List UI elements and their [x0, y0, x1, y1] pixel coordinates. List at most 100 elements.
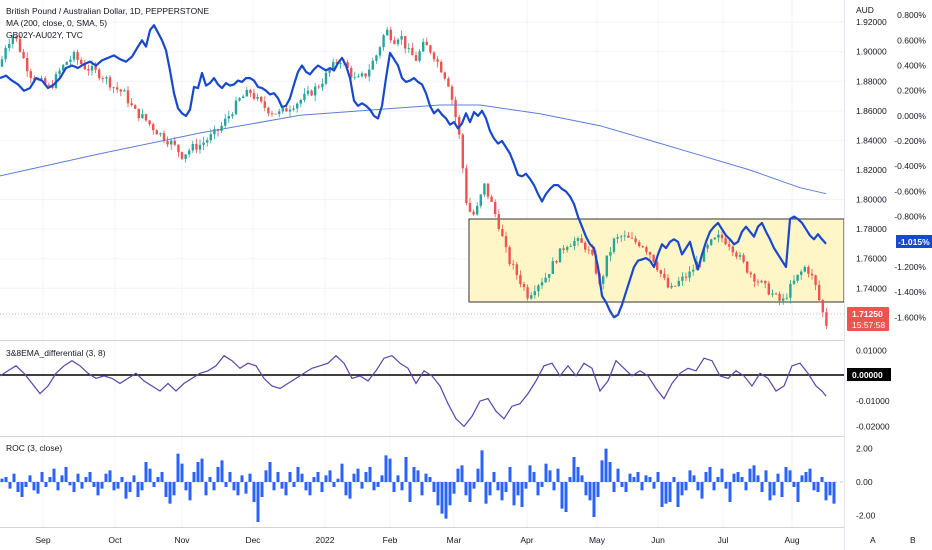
- candle-body: [710, 239, 713, 245]
- candle-body: [562, 248, 565, 250]
- candle-body: [472, 211, 475, 215]
- time-axis[interactable]: Sep Oct Nov Dec 2022 Feb Mar Apr May Jun Jul Aug: [35, 535, 799, 545]
- roc-bar: [252, 482, 256, 502]
- time-label: May: [589, 535, 606, 545]
- roc-bar: [480, 450, 484, 482]
- roc-bar: [304, 482, 308, 491]
- roc-bar: [672, 477, 676, 482]
- percent-axis[interactable]: 0.800% 0.600% 0.400% 0.200% 0.000% -0.200% -0.…: [894, 10, 926, 322]
- candle-body: [692, 269, 695, 272]
- roc-axis[interactable]: 2.00 0.00 -2.00: [856, 444, 876, 521]
- corner-button-b[interactable]: B: [910, 535, 916, 545]
- candle-body: [126, 90, 130, 104]
- percent-tag: -1.015%: [896, 235, 932, 248]
- candle-body: [479, 194, 482, 206]
- roc-bar: [236, 482, 240, 496]
- oscillator-axis[interactable]: 0.01000 -0.01000 -0.02000: [856, 346, 890, 432]
- candle-body: [148, 120, 151, 125]
- candle-body: [274, 113, 277, 115]
- candle-body: [47, 84, 50, 86]
- currency-label: AUD: [856, 5, 874, 15]
- candle-body: [65, 61, 68, 65]
- corner-button-a[interactable]: A: [870, 535, 876, 545]
- roc-bar: [160, 472, 164, 482]
- roc-bar: [412, 467, 416, 482]
- roc-bar: [696, 482, 700, 491]
- candle-body: [468, 202, 472, 212]
- roc-bar: [284, 482, 288, 496]
- roc-bar: [132, 475, 136, 482]
- roc-bar: [440, 482, 444, 514]
- roc-bar: [660, 482, 664, 507]
- legend-roc: ROC (3, close): [6, 443, 62, 453]
- roc-bar: [728, 482, 732, 502]
- osc-tick-label: 0.01000: [856, 346, 887, 356]
- roc-bar: [700, 482, 704, 499]
- roc-bar: [88, 472, 92, 482]
- candle-body: [465, 168, 468, 203]
- candle-body: [270, 113, 274, 115]
- roc-bar: [720, 468, 724, 482]
- candle-body: [350, 67, 353, 78]
- roc-bar: [20, 482, 24, 497]
- roc-bar: [428, 477, 432, 482]
- candle-body: [227, 116, 230, 119]
- roc-bar: [512, 482, 516, 506]
- candle-body: [306, 90, 310, 94]
- candle-body: [576, 238, 580, 241]
- roc-bar: [576, 467, 580, 482]
- roc-bar: [604, 448, 608, 482]
- candle-body: [620, 236, 623, 238]
- candle-body: [454, 99, 457, 117]
- roc-bar: [508, 467, 512, 482]
- roc-bar: [572, 457, 576, 482]
- roc-bar: [716, 477, 720, 482]
- candle-body: [602, 276, 605, 284]
- roc-bar: [760, 482, 764, 492]
- roc-bar: [392, 482, 396, 492]
- candle-body: [591, 249, 594, 255]
- roc-bar: [812, 482, 816, 491]
- roc-bar: [72, 482, 76, 492]
- roc-bar: [684, 482, 688, 491]
- candle-body: [382, 35, 385, 48]
- candle-body: [677, 280, 680, 286]
- price-axis[interactable]: 1.92000 1.90000 1.88000 1.86000 1.84000 1.820…: [856, 17, 887, 323]
- candle-body: [393, 40, 396, 44]
- percent-tick-label: 0.000%: [897, 111, 926, 121]
- roc-bar: [84, 477, 88, 482]
- roc-bar: [180, 463, 184, 482]
- roc-bar: [596, 482, 600, 497]
- roc-bar: [792, 482, 796, 487]
- roc-bar: [164, 482, 168, 497]
- candle-body: [152, 124, 155, 131]
- roc-bar: [432, 482, 436, 492]
- candle-body: [792, 280, 796, 284]
- roc-bar: [48, 477, 52, 482]
- candle-body: [533, 291, 536, 296]
- roc-bar: [144, 462, 148, 482]
- candle-body: [180, 152, 184, 159]
- candle-body: [281, 108, 284, 112]
- candle-body: [317, 86, 320, 88]
- candle-body: [303, 93, 306, 101]
- candle-body: [224, 118, 227, 126]
- candle-body: [191, 143, 194, 151]
- roc-bar: [772, 482, 776, 496]
- roc-bar: [220, 460, 224, 482]
- roc-bar: [712, 482, 716, 491]
- candle-body: [328, 69, 331, 73]
- roc-bar: [444, 482, 448, 519]
- roc-bar: [356, 468, 360, 482]
- yield-spread-line: [0, 24, 827, 319]
- roc-bar: [776, 473, 780, 482]
- roc-bar: [68, 482, 72, 486]
- candle-body: [15, 36, 18, 39]
- candle-body: [58, 70, 61, 75]
- roc-bar: [396, 475, 400, 482]
- candle-body: [98, 69, 101, 79]
- roc-bar: [612, 482, 616, 492]
- time-label: Nov: [174, 535, 190, 545]
- candle-body: [360, 73, 364, 77]
